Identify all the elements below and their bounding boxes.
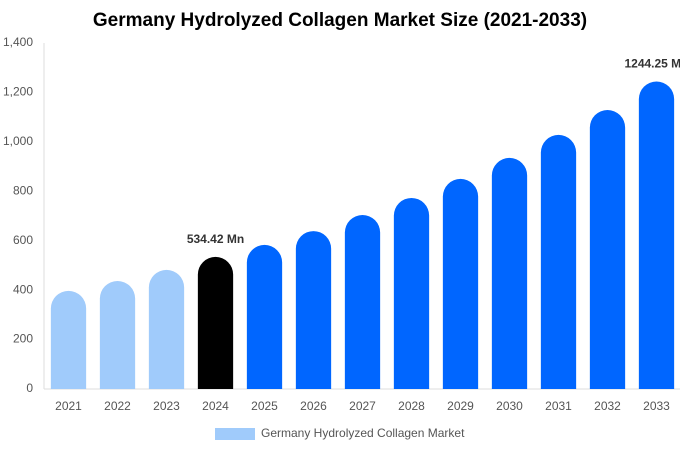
value-label: 534.42 Mn bbox=[187, 232, 244, 246]
bar bbox=[491, 157, 528, 389]
y-tick-label: 1,400 bbox=[3, 35, 33, 49]
bar bbox=[197, 256, 234, 389]
x-tick-label: 2026 bbox=[300, 399, 327, 413]
x-tick-label: 2021 bbox=[55, 399, 82, 413]
legend-label: Germany Hydrolyzed Collagen Market bbox=[261, 426, 465, 440]
x-tick-label: 2024 bbox=[202, 399, 229, 413]
bar bbox=[295, 231, 332, 389]
x-tick-label: 2030 bbox=[496, 399, 523, 413]
bar bbox=[148, 269, 185, 389]
bar bbox=[589, 109, 626, 389]
bar bbox=[246, 244, 283, 389]
x-tick-label: 2025 bbox=[251, 399, 278, 413]
x-tick-label: 2023 bbox=[153, 399, 180, 413]
bar bbox=[50, 290, 87, 389]
bar bbox=[540, 134, 577, 389]
y-tick-label: 200 bbox=[13, 332, 33, 346]
bar bbox=[344, 215, 381, 389]
x-tick-label: 2029 bbox=[447, 399, 474, 413]
x-tick-label: 2032 bbox=[594, 399, 621, 413]
chart-title: Germany Hydrolyzed Collagen Market Size … bbox=[93, 10, 587, 31]
bar bbox=[638, 81, 675, 389]
x-tick-label: 2028 bbox=[398, 399, 425, 413]
y-tick-label: 400 bbox=[13, 282, 33, 296]
bar bbox=[99, 280, 136, 389]
bar bbox=[393, 197, 430, 389]
y-tick-label: 1,000 bbox=[3, 134, 33, 148]
x-tick-label: 2031 bbox=[545, 399, 572, 413]
bar bbox=[442, 178, 479, 389]
y-tick-label: 0 bbox=[26, 381, 33, 395]
y-tick-label: 1,200 bbox=[3, 85, 33, 99]
x-tick-label: 2033 bbox=[643, 399, 670, 413]
legend-swatch bbox=[215, 428, 255, 440]
value-label: 1244.25 Mn bbox=[624, 57, 680, 71]
x-tick-label: 2027 bbox=[349, 399, 376, 413]
y-tick-label: 600 bbox=[13, 233, 33, 247]
x-tick-label: 2022 bbox=[104, 399, 131, 413]
y-tick-label: 800 bbox=[13, 183, 33, 197]
